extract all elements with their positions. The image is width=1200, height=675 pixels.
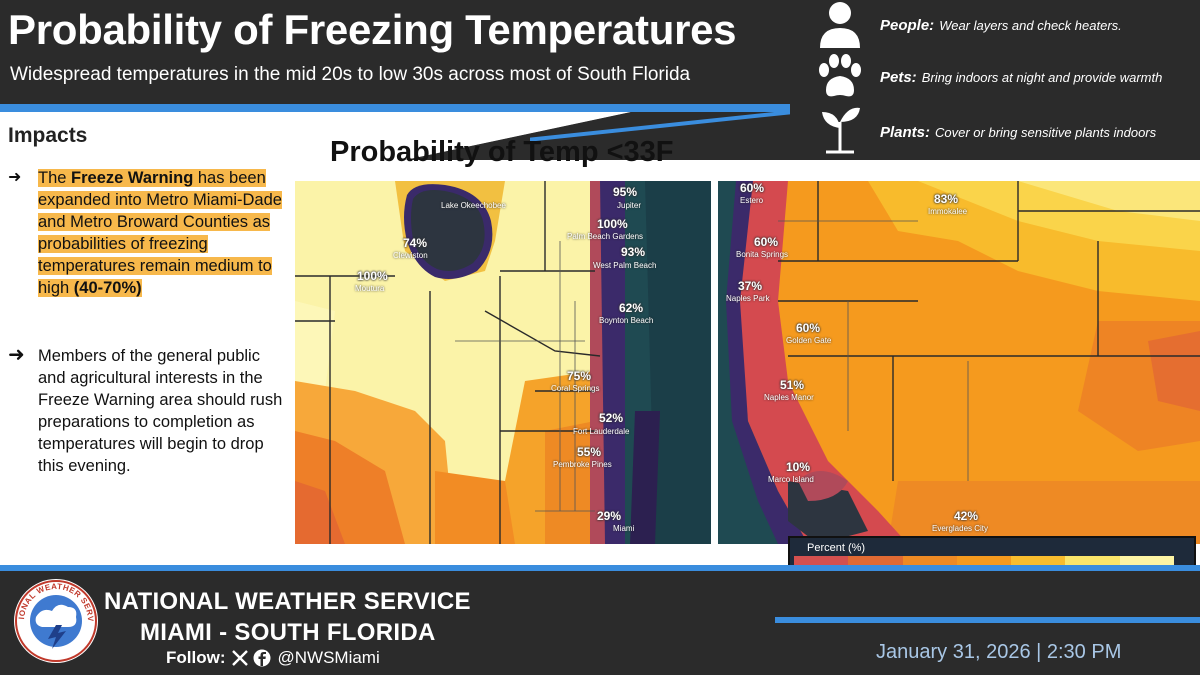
facebook-icon[interactable] xyxy=(253,649,271,667)
header-stripe xyxy=(0,104,790,112)
map-southwest-florida: 60% Estero 83% Immokalee 60% Bonita Spri… xyxy=(718,181,1200,544)
map-value-golden-gate: 60% xyxy=(796,321,821,335)
tip-people-text: Wear layers and check heaters. xyxy=(939,17,1122,33)
map-place-palm-beach-gardens: Palm Beach Gardens xyxy=(567,232,644,241)
impact-bullet-1-text: The Freeze Warning has been expanded int… xyxy=(38,169,282,297)
x-icon[interactable] xyxy=(231,649,249,667)
social-follow: Follow: @NWSMiami xyxy=(166,647,380,669)
map-value-fort-lauderdale: 52% xyxy=(599,411,624,425)
legend-title: Percent (%) xyxy=(807,542,866,554)
plant-icon xyxy=(822,107,860,154)
footer-stripe xyxy=(0,565,1200,571)
nws-logo-icon: NATIONAL WEATHER SERVICE xyxy=(12,577,98,663)
tip-pets-text: Bring indoors at night and provide warmt… xyxy=(921,69,1163,85)
map-place-moutura: Moutura xyxy=(355,284,385,293)
follow-label: Follow: xyxy=(166,648,226,667)
map-place-west-palm-beach: West Palm Beach xyxy=(593,261,657,270)
map-place-immokalee: Immokalee xyxy=(928,207,968,216)
map-value-naples-manor: 51% xyxy=(780,378,805,392)
map-place-naples-park: Naples Park xyxy=(726,294,770,303)
nws-office: MIAMI - SOUTH FLORIDA xyxy=(140,619,436,646)
map-value-jupiter: 95% xyxy=(613,185,638,199)
issued-datetime: January 31, 2026 | 2:30 PM xyxy=(876,641,1122,663)
tips-panel: People: Wear layers and check heaters. P… xyxy=(790,0,1200,160)
map-place-everglades-city: Everglades City xyxy=(932,524,989,533)
map-southeast-florida: Lake Okeechobee 95% Jupiter 100% Palm Be… xyxy=(295,181,711,544)
arrow-right-icon: ➜ xyxy=(8,344,25,366)
map-southwest-graphic xyxy=(718,181,1200,544)
footer-stripe-secondary xyxy=(775,617,1200,623)
map-place-pembroke-pines: Pembroke Pines xyxy=(553,460,612,469)
map-value-miami: 29% xyxy=(597,509,622,523)
map-title: Probability of Temp <33F xyxy=(330,136,674,168)
map-place-coral-springs: Coral Springs xyxy=(551,384,600,393)
paw-icon xyxy=(819,54,861,97)
lake-label: Lake Okeechobee xyxy=(441,201,506,210)
map-value-pembroke-pines: 55% xyxy=(577,445,602,459)
map-value-boynton-beach: 62% xyxy=(619,301,644,315)
map-value-bonita-springs: 60% xyxy=(754,235,779,249)
map-place-clewiston: Clewiston xyxy=(393,251,428,260)
map-place-boynton-beach: Boynton Beach xyxy=(599,316,654,325)
map-value-moutura: 100% xyxy=(357,269,388,283)
map-southeast-graphic xyxy=(295,181,711,544)
social-handle[interactable]: @NWSMiami xyxy=(277,648,380,667)
map-value-clewiston: 74% xyxy=(403,236,428,250)
map-value-coral-springs: 75% xyxy=(567,369,592,383)
map-place-fort-lauderdale: Fort Lauderdale xyxy=(573,427,630,436)
tip-pets: Pets: Bring indoors at night and provide… xyxy=(880,62,1162,92)
arrow-right-icon: ➜ xyxy=(8,169,22,186)
tip-plants: Plants: Cover or bring sensitive plants … xyxy=(880,117,1156,147)
page-title: Probability of Freezing Temperatures xyxy=(8,6,737,53)
header-banner: Probability of Freezing Temperatures Wid… xyxy=(0,0,790,112)
map-place-bonita-springs: Bonita Springs xyxy=(736,250,789,259)
header-divider xyxy=(0,112,790,160)
map-place-golden-gate: Golden Gate xyxy=(786,336,832,345)
map-place-jupiter: Jupiter xyxy=(617,201,642,210)
map-place-miami: Miami xyxy=(613,524,635,533)
map-value-marco-island: 10% xyxy=(786,460,811,474)
page-subtitle: Widespread temperatures in the mid 20s t… xyxy=(10,64,691,85)
tip-pets-label: Pets: xyxy=(880,68,917,86)
tip-plants-label: Plants: xyxy=(880,123,931,141)
tip-people-label: People: xyxy=(880,16,935,34)
tip-plants-text: Cover or bring sensitive plants indoors xyxy=(935,124,1157,140)
map-place-naples-manor: Naples Manor xyxy=(764,393,814,402)
map-place-estero: Estero xyxy=(740,196,764,205)
map-place-marco-island: Marco Island xyxy=(768,475,814,484)
impacts-heading: Impacts xyxy=(8,124,88,147)
map-value-naples-park: 37% xyxy=(738,279,763,293)
impact-bullet-2-text: Members of the general public and agricu… xyxy=(38,347,283,475)
map-value-palm-beach-gardens: 100% xyxy=(597,217,628,231)
map-value-everglades-city: 42% xyxy=(954,509,979,523)
person-icon xyxy=(820,2,860,48)
map-value-estero: 60% xyxy=(740,181,765,195)
tip-people: People: Wear layers and check heaters. xyxy=(880,10,1122,40)
nws-name: NATIONAL WEATHER SERVICE xyxy=(104,588,471,615)
map-value-immokalee: 83% xyxy=(934,192,959,206)
map-value-west-palm-beach: 93% xyxy=(621,245,646,259)
